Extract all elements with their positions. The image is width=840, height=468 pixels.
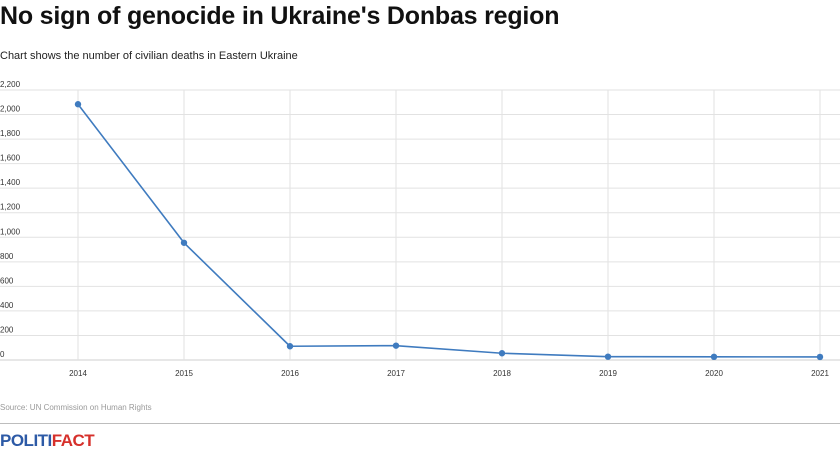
x-axis-ticks: 2014 2015 2016 2017 2018 2019 2020 2021: [69, 369, 829, 378]
y-tick-label: 1,200: [0, 203, 21, 212]
line-chart: 0 200 400 600 800 1,000 1,200 1,400 1,600 1,800 2,…: [0, 80, 840, 378]
footer-divider: [0, 423, 840, 424]
y-axis-ticks: 0 200 400 600 800 1,000 1,200 1,400 1,600 1,800 2,…: [0, 80, 21, 359]
data-point: [498, 350, 506, 357]
x-tick-label: 2017: [387, 369, 405, 378]
data-point: [816, 353, 824, 361]
x-tick-label: 2018: [493, 369, 511, 378]
x-tick-label: 2015: [175, 369, 193, 378]
y-tick-label: 600: [0, 276, 14, 285]
source-note: Source: UN Commission on Human Rights: [0, 403, 152, 412]
data-point: [74, 101, 82, 108]
x-tick-label: 2019: [599, 369, 617, 378]
data-point: [180, 239, 188, 246]
y-tick-label: 400: [0, 301, 14, 310]
series-line: [77, 103, 821, 358]
y-tick-label: 200: [0, 325, 14, 334]
y-tick-label: 1,000: [0, 227, 21, 236]
data-point: [710, 353, 718, 361]
series-layer: [74, 101, 824, 361]
data-point: [604, 353, 612, 360]
y-tick-label: 0: [0, 350, 5, 359]
y-tick-label: 2,000: [0, 105, 21, 114]
logo-fact: FACT: [51, 431, 95, 450]
x-tick-label: 2016: [281, 369, 299, 378]
y-tick-label: 1,800: [0, 129, 21, 138]
gridlines: [0, 89, 840, 361]
y-tick-label: 1,600: [0, 154, 21, 163]
y-tick-label: 2,200: [0, 80, 21, 89]
x-tick-label: 2021: [811, 369, 829, 378]
data-point: [286, 343, 294, 350]
x-tick-label: 2020: [705, 369, 723, 378]
data-point: [392, 342, 400, 349]
chart-subtitle: Chart shows the number of civilian death…: [0, 50, 298, 62]
y-tick-label: 800: [0, 252, 14, 261]
y-tick-label: 1,400: [0, 178, 21, 187]
politifact-logo: POLITIFACT: [0, 431, 95, 451]
x-tick-label: 2014: [69, 369, 87, 378]
logo-politi: POLITI: [0, 431, 52, 450]
chart-title: No sign of genocide in Ukraine's Donbas …: [0, 2, 560, 30]
